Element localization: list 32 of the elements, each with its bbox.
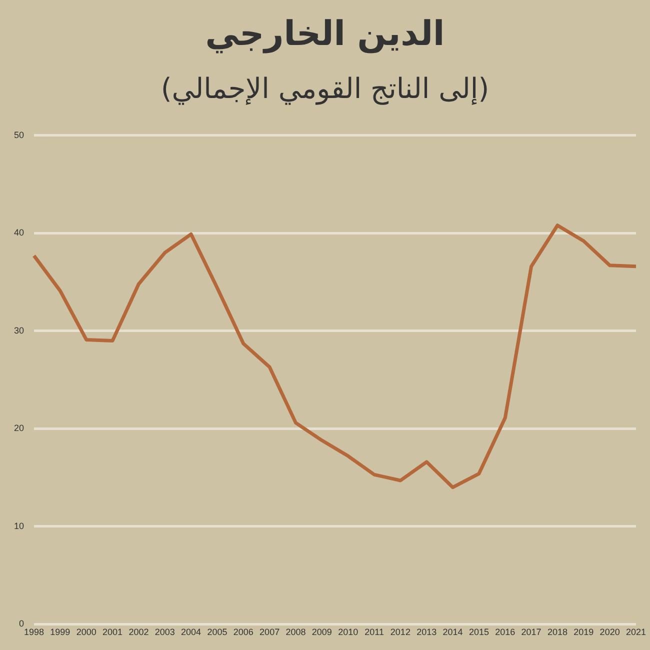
y-tick-label: 20	[14, 423, 24, 434]
x-tick-label: 2016	[495, 627, 516, 638]
x-tick-label: 2001	[102, 627, 123, 638]
x-tick-label: 2003	[154, 627, 175, 638]
y-tick-label: 40	[14, 228, 24, 238]
x-tick-label: 2015	[468, 627, 489, 638]
x-tick-label: 2019	[574, 627, 594, 638]
x-tick-label: 2007	[260, 627, 280, 638]
x-tick-label: 2012	[390, 627, 410, 638]
x-tick-label: 2000	[76, 627, 96, 638]
x-tick-label: 2017	[521, 627, 542, 638]
x-tick-label: 2006	[233, 627, 254, 638]
x-tick-label: 2014	[442, 627, 463, 638]
x-tick-label: 2010	[338, 627, 358, 638]
y-tick-label: 0	[18, 618, 24, 629]
x-tick-label: 2004	[181, 627, 202, 638]
chart-title: الدين الخارجي	[204, 14, 446, 54]
x-tick-label: 2013	[416, 627, 437, 638]
x-tick-label: 2021	[626, 627, 646, 638]
x-tick-label: 2005	[207, 627, 228, 638]
x-tick-label: 1998	[24, 627, 44, 638]
x-tick-label: 2020	[600, 627, 620, 638]
x-tick-label: 2011	[364, 627, 384, 638]
y-tick-label: 50	[14, 130, 24, 140]
x-tick-label: 2009	[312, 627, 332, 638]
x-tick-label: 1999	[50, 627, 70, 638]
x-tick-label: 2008	[286, 627, 306, 638]
x-tick-label: 2018	[547, 627, 568, 638]
chart-subtitle: (إلى الناتج القومي الإجمالي)	[160, 72, 490, 105]
y-tick-label: 30	[14, 325, 24, 336]
y-tick-label: 10	[14, 520, 24, 531]
x-tick-label: 2002	[128, 627, 149, 638]
